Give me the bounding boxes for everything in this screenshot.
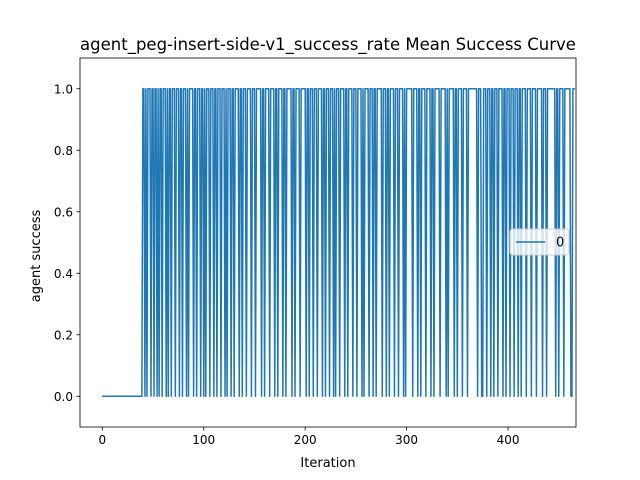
y-tick-label: 0.2 — [54, 328, 73, 342]
chart-title: agent_peg-insert-side-v1_success_rate Me… — [80, 35, 576, 55]
x-tick-label: 400 — [497, 433, 520, 447]
x-tick-label: 200 — [294, 433, 317, 447]
x-tick-label: 100 — [192, 433, 215, 447]
y-tick-label: 0.4 — [54, 267, 73, 281]
legend: 0 — [509, 228, 570, 256]
y-tick-label: 0.8 — [54, 144, 73, 158]
x-tick-label: 300 — [395, 433, 418, 447]
y-tick-label: 0.0 — [54, 390, 73, 404]
legend-label: 0 — [556, 236, 564, 251]
axes-frame — [79, 57, 577, 428]
y-axis-label: agent success — [29, 210, 44, 303]
y-tick-label: 0.6 — [54, 205, 73, 219]
series-line-0 — [102, 88, 575, 397]
x-tick-label: 0 — [98, 433, 106, 447]
plot-area: 0 100 200 300 400 0.0 0.2 0.4 0.6 0.8 1.0 — [54, 57, 577, 447]
x-axis-label: Iteration — [300, 456, 355, 471]
y-tick-label: 1.0 — [54, 82, 73, 96]
